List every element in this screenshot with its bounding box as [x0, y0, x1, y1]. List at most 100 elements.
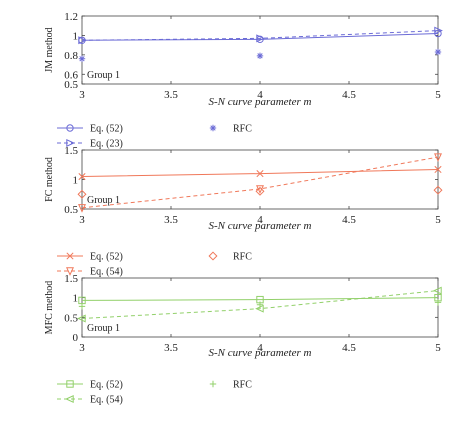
x-tick-label: 5 [435, 214, 441, 226]
data-point [256, 34, 265, 43]
legend-item: Eq. (54) [57, 267, 123, 278]
y-tick-label: 0.5 [64, 79, 78, 91]
legend-marker [66, 267, 74, 276]
legend-label: Eq. (52) [90, 124, 123, 135]
x-tick-label: 4 [257, 89, 263, 101]
x-tick-label: 4.5 [342, 342, 356, 354]
x-tick-label: 4.5 [342, 89, 356, 101]
x-tick-label: 3 [79, 89, 85, 101]
legend-label: RFC [233, 380, 252, 391]
series-3 [77, 185, 443, 199]
y-tick-label: 0.6 [64, 69, 78, 81]
legend-marker [66, 380, 74, 388]
legend: Eq. (52) Eq. (54) RFC [57, 380, 252, 406]
legend-label: Eq. (54) [90, 267, 123, 278]
series-1 [78, 165, 442, 181]
y-tick-label: 1.2 [64, 11, 78, 23]
legend-item: Eq. (52) [57, 252, 123, 263]
legend-marker [65, 395, 74, 403]
data-point [433, 286, 442, 295]
plot-area-frame [81, 149, 439, 210]
x-axis-title: S-N curve parameter m [209, 220, 312, 232]
data-point [434, 299, 442, 306]
data-point [434, 26, 443, 35]
group-label: Group 1 [87, 323, 120, 334]
y-tick-label: 0 [73, 332, 79, 344]
legend-marker [66, 139, 75, 147]
y-tick-label: 1 [73, 30, 79, 42]
legend-label: Eq. (23) [90, 139, 123, 150]
plot-area-frame [81, 15, 439, 85]
y-axis-label: FC method [44, 157, 55, 202]
legend-marker [66, 124, 74, 132]
data-point [256, 301, 264, 308]
series-2 [78, 153, 442, 213]
legend-marker [209, 380, 217, 388]
chart-panel-1: 3 3.5 4 4.5 5 0.50.6 0.8 1 1.2 JM method S-N curve… [44, 11, 443, 150]
x-tick-label: 4 [257, 214, 263, 226]
data-point [255, 186, 265, 196]
data-point [256, 52, 264, 60]
legend-marker [209, 124, 217, 132]
group-label: Group 1 [87, 70, 120, 81]
legend-item: Eq. (52) [57, 380, 123, 391]
series-line [81, 30, 439, 41]
y-tick-label: 1.5 [64, 145, 78, 157]
x-axis-title: S-N curve parameter m [209, 347, 312, 359]
y-tick-label: 1.5 [64, 273, 78, 285]
data-point [78, 204, 86, 213]
x-tick-label: 3 [79, 342, 85, 354]
data-point [433, 185, 443, 195]
y-tick-label: 0.8 [64, 50, 78, 62]
x-tick-label: 3 [79, 214, 85, 226]
y-tick-label: 0.5 [64, 312, 78, 324]
legend-item: RFC [208, 251, 252, 263]
y-axis-label: JM method [44, 27, 55, 72]
data-point [78, 303, 86, 310]
legend-item: RFC [209, 380, 252, 391]
legend-marker [66, 252, 74, 260]
x-tick-label: 5 [435, 342, 441, 354]
legend-label: RFC [233, 124, 252, 135]
group-label: Group 1 [87, 195, 120, 206]
series-2 [78, 26, 443, 45]
legend-label: RFC [233, 252, 252, 263]
legend: Eq. (52) Eq. (54) RFC [57, 251, 252, 278]
data-point [77, 189, 87, 199]
y-tick-label: 0.5 [64, 204, 78, 216]
series-3 [78, 299, 442, 310]
x-tick-label: 5 [435, 89, 441, 101]
chart-panel-3: 3 3.5 4 4.5 5 0 0.5 1 1.5 MFC method S-N curve par… [44, 273, 442, 406]
series-line [81, 297, 439, 301]
legend-item: Eq. (23) [57, 139, 123, 150]
x-tick-label: 3.5 [164, 214, 178, 226]
data-point [78, 36, 87, 45]
x-tick-label: 4.5 [342, 214, 356, 226]
legend-label: Eq. (52) [90, 380, 123, 391]
series-3 [78, 48, 442, 62]
chart-panel-2: 3 3.5 4 4.5 5 0.5 1 1.5 FC method S-N curve param… [44, 145, 443, 278]
legend-item: Eq. (52) [57, 124, 123, 135]
data-point [77, 314, 86, 323]
legend-item: Eq. (54) [57, 395, 123, 406]
legend-item: RFC [209, 124, 252, 135]
data-point [434, 153, 442, 162]
data-point [434, 48, 442, 56]
data-point [78, 172, 86, 181]
series-line [81, 156, 439, 209]
x-tick-label: 3.5 [164, 89, 178, 101]
x-axis-title: S-N curve parameter m [209, 96, 312, 108]
legend: Eq. (52) Eq. (23) RFC [57, 124, 252, 150]
legend-label: Eq. (52) [90, 252, 123, 263]
data-point [78, 55, 86, 62]
series-line [81, 290, 439, 320]
data-point [256, 170, 264, 178]
y-tick-label: 1 [73, 175, 79, 187]
y-tick-label: 1 [73, 293, 79, 305]
legend-marker [208, 251, 218, 261]
x-tick-label: 3.5 [164, 342, 178, 354]
data-point [434, 165, 442, 174]
legend-label: Eq. (54) [90, 395, 123, 406]
y-axis-label: MFC method [44, 281, 55, 335]
